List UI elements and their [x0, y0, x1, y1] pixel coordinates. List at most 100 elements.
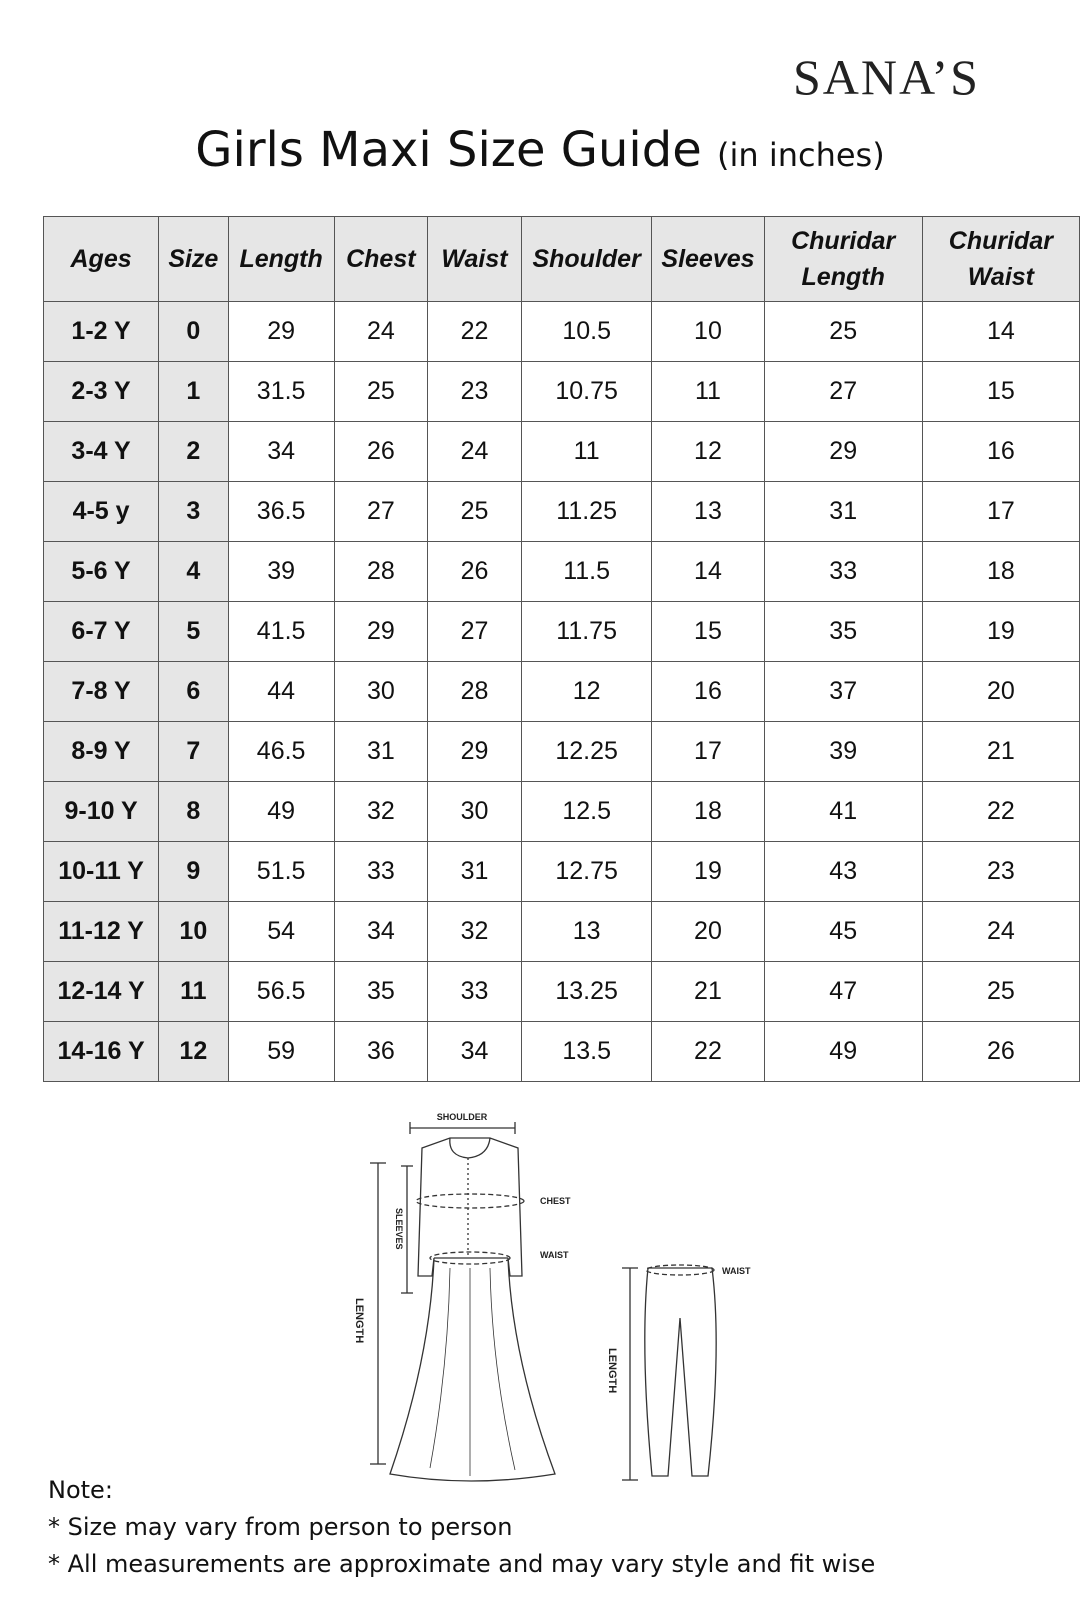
row-key: 14-16 Y — [42, 1021, 160, 1082]
column-header: Churidar Waist — [921, 216, 1080, 302]
cell: 34 — [333, 901, 428, 962]
table-body: 1-2 Y 0 29 24 22 10.5 10 25 14 2-3 Y 1 31.5 25 23 10.7… — [42, 301, 1080, 1082]
row-key: 7-8 Y — [42, 661, 160, 722]
cell: 23 — [426, 361, 523, 422]
cell: 11 — [651, 361, 765, 422]
cell: 41 — [763, 781, 923, 842]
note-line: Note: — [48, 1476, 113, 1504]
cell: 30 — [333, 661, 428, 722]
cell: 37 — [763, 661, 923, 722]
cell: 31.5 — [227, 361, 335, 422]
cell: 34 — [426, 1021, 523, 1082]
row-key: 6 — [158, 661, 229, 722]
cell: 24 — [426, 421, 523, 482]
cell: 34 — [227, 421, 335, 482]
cell: 49 — [227, 781, 335, 842]
title-text: Girls Maxi Size Guide — [195, 122, 702, 178]
cell: 10 — [651, 301, 765, 362]
table-row: 12-14 Y 11 56.5 35 33 13.25 21 47 25 — [42, 961, 1080, 1022]
cell: 22 — [651, 1021, 765, 1082]
cell: 39 — [763, 721, 923, 782]
row-key: 5 — [158, 601, 229, 662]
cell: 13 — [521, 901, 653, 962]
label-sleeves: SLEEVES — [394, 1208, 404, 1250]
cell: 49 — [763, 1021, 923, 1082]
cell: 16 — [921, 421, 1080, 482]
row-key: 9-10 Y — [42, 781, 160, 842]
cell: 11 — [521, 421, 653, 482]
cell: 16 — [651, 661, 765, 722]
cell: 19 — [651, 841, 765, 902]
table-row: 9-10 Y 8 49 32 30 12.5 18 41 22 — [42, 781, 1080, 842]
cell: 23 — [921, 841, 1080, 902]
cell: 25 — [763, 301, 923, 362]
cell: 14 — [651, 541, 765, 602]
cell: 32 — [333, 781, 428, 842]
row-key: 9 — [158, 841, 229, 902]
cell: 22 — [921, 781, 1080, 842]
cell: 11.25 — [521, 481, 653, 542]
cell: 18 — [651, 781, 765, 842]
cell: 20 — [921, 661, 1080, 722]
cell: 35 — [333, 961, 428, 1022]
cell: 21 — [651, 961, 765, 1022]
cell: 28 — [426, 661, 523, 722]
row-key: 10-11 Y — [42, 841, 160, 902]
table-row: 1-2 Y 0 29 24 22 10.5 10 25 14 — [42, 301, 1080, 362]
pants-waist-measure — [645, 1264, 715, 1276]
table-row: 8-9 Y 7 46.5 31 29 12.25 17 39 21 — [42, 721, 1080, 782]
cell: 11.5 — [521, 541, 653, 602]
table-row: 4-5 y 3 36.5 27 25 11.25 13 31 17 — [42, 481, 1080, 542]
cell: 28 — [333, 541, 428, 602]
cell: 29 — [227, 301, 335, 362]
label-chest: CHEST — [540, 1196, 571, 1206]
cell: 43 — [763, 841, 923, 902]
table-row: 6-7 Y 5 41.5 29 27 11.75 15 35 19 — [42, 601, 1080, 662]
cell: 33 — [763, 541, 923, 602]
cell: 41.5 — [227, 601, 335, 662]
notes: Note: * Size may vary from person to pers… — [48, 1472, 875, 1583]
cell: 17 — [921, 481, 1080, 542]
cell: 26 — [921, 1021, 1080, 1082]
row-key: 4 — [158, 541, 229, 602]
chest-measure — [415, 1193, 525, 1209]
cell: 47 — [763, 961, 923, 1022]
cell: 44 — [227, 661, 335, 722]
label-waist: WAIST — [540, 1250, 569, 1260]
cell: 29 — [763, 421, 923, 482]
cell: 26 — [333, 421, 428, 482]
cell: 12 — [521, 661, 653, 722]
row-key: 5-6 Y — [42, 541, 160, 602]
size-table: Ages Size Length Chest Waist Shoulder Sleeves C… — [42, 216, 1080, 1082]
row-key: 3 — [158, 481, 229, 542]
cell: 46.5 — [227, 721, 335, 782]
cell: 12.25 — [521, 721, 653, 782]
cell: 36.5 — [227, 481, 335, 542]
column-header: Waist — [426, 216, 523, 302]
row-key: 4-5 y — [42, 481, 160, 542]
row-key: 0 — [158, 301, 229, 362]
row-key: 2-3 Y — [42, 361, 160, 422]
collar — [449, 1137, 491, 1159]
label-pants-waist: WAIST — [722, 1266, 751, 1276]
row-key: 11 — [158, 961, 229, 1022]
cell: 27 — [333, 481, 428, 542]
cell: 20 — [651, 901, 765, 962]
cell: 27 — [426, 601, 523, 662]
row-key: 8-9 Y — [42, 721, 160, 782]
cell: 25 — [333, 361, 428, 422]
header-row: Ages Size Length Chest Waist Shoulder Sleeves C… — [42, 216, 1080, 302]
row-key: 12-14 Y — [42, 961, 160, 1022]
column-header: Churidar Length — [763, 216, 923, 302]
cell: 54 — [227, 901, 335, 962]
cell: 22 — [426, 301, 523, 362]
row-key: 6-7 Y — [42, 601, 160, 662]
column-header: Shoulder — [521, 216, 653, 302]
row-key: 2 — [158, 421, 229, 482]
cell: 10.75 — [521, 361, 653, 422]
label-length: LENGTH — [353, 1298, 365, 1343]
cell: 33 — [333, 841, 428, 902]
column-header: Sleeves — [651, 216, 765, 302]
cell: 27 — [763, 361, 923, 422]
